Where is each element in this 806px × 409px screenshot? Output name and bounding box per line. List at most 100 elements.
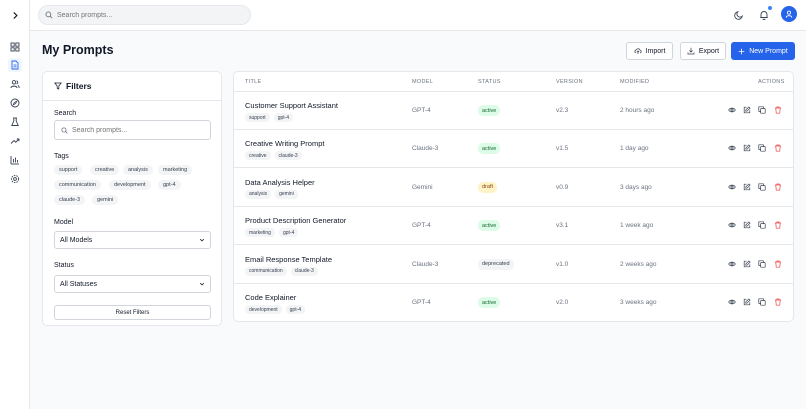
tag-chip-creative[interactable]: creative	[90, 165, 120, 175]
table-row[interactable]: Customer Support Assistant support gpt-4 …	[234, 92, 793, 130]
view-icon[interactable]	[727, 297, 737, 307]
row-modified: 1 week ago	[620, 222, 654, 230]
delete-icon[interactable]	[773, 297, 783, 307]
row-title[interactable]: Product Description Generator	[245, 216, 347, 226]
status-badge: active	[478, 297, 501, 308]
edit-icon[interactable]	[742, 297, 752, 307]
delete-icon[interactable]	[773, 143, 783, 153]
row-title[interactable]: Customer Support Assistant	[245, 101, 338, 110]
tag-chip-gpt-4[interactable]: gpt-4	[158, 180, 181, 190]
row-tag: analysis	[245, 189, 272, 199]
row-tags: development gpt-4	[245, 305, 306, 314]
column-header-version: VERSION	[556, 79, 583, 85]
plus-icon	[738, 48, 745, 54]
user-icon	[785, 10, 793, 18]
delete-icon[interactable]	[773, 220, 783, 230]
users-icon[interactable]	[8, 77, 22, 91]
view-icon[interactable]	[727, 220, 737, 230]
row-tag: claude-3	[274, 151, 302, 161]
row-tag: support	[245, 113, 270, 122]
row-version: v2.3	[556, 107, 569, 114]
row-title[interactable]: Email Response Template	[245, 254, 332, 264]
new-prompt-label: New Prompt	[749, 47, 788, 55]
row-model: Claude-3	[412, 145, 439, 153]
filters-header: Filters	[43, 72, 221, 101]
export-button[interactable]: Export	[680, 42, 726, 60]
edit-icon[interactable]	[742, 105, 752, 115]
row-title[interactable]: Code Explainer	[245, 293, 297, 302]
filter-search-field[interactable]	[54, 120, 211, 140]
status-select-value: All Statuses	[60, 280, 97, 288]
view-icon[interactable]	[727, 259, 737, 269]
new-prompt-button[interactable]: New Prompt	[731, 42, 795, 60]
compass-icon[interactable]	[8, 96, 22, 110]
trending-icon[interactable]	[8, 134, 22, 148]
global-search-input[interactable]	[57, 11, 237, 19]
table-row[interactable]: Product Description Generator marketing g…	[234, 207, 793, 246]
avatar[interactable]	[781, 6, 797, 22]
delete-icon[interactable]	[773, 182, 783, 192]
dashboard-icon[interactable]	[8, 40, 22, 54]
view-icon[interactable]	[727, 143, 737, 153]
table-row[interactable]: Creative Writing Prompt creative claude-3…	[234, 130, 793, 169]
copy-icon[interactable]	[757, 143, 767, 153]
filter-search-input[interactable]	[72, 126, 202, 134]
cloud-upload-icon	[634, 48, 642, 55]
sidebar-toggle-chevron-icon[interactable]	[8, 8, 22, 22]
row-tag: gemini	[275, 189, 298, 199]
copy-icon[interactable]	[757, 297, 767, 307]
search-icon	[61, 126, 68, 134]
tag-chip-analysis[interactable]: analysis	[123, 165, 153, 175]
page-title: My Prompts	[42, 43, 114, 57]
moon-icon[interactable]	[732, 8, 746, 22]
import-button[interactable]: Import	[626, 42, 673, 60]
column-header-status: STATUS	[478, 79, 501, 85]
global-search[interactable]	[38, 5, 251, 25]
row-modified: 3 days ago	[620, 183, 652, 191]
copy-icon[interactable]	[757, 182, 767, 192]
copy-icon[interactable]	[757, 220, 767, 230]
row-version: v1.5	[556, 145, 569, 153]
import-label: Import	[645, 47, 666, 55]
view-icon[interactable]	[727, 105, 737, 115]
edit-icon[interactable]	[742, 259, 752, 269]
search-label: Search	[54, 110, 77, 117]
bell-icon[interactable]	[757, 8, 771, 22]
status-badge: draft	[478, 181, 498, 193]
edit-icon[interactable]	[742, 143, 752, 153]
model-select[interactable]: All Models	[54, 231, 211, 249]
tag-chip-gemini[interactable]: gemini	[92, 195, 119, 205]
tag-chip-marketing[interactable]: marketing	[158, 165, 193, 175]
flask-icon[interactable]	[8, 115, 22, 129]
row-tag: gpt-4	[278, 228, 299, 238]
tag-chip-claude-3[interactable]: claude-3	[54, 195, 86, 205]
status-select[interactable]: All Statuses	[54, 275, 211, 293]
row-title[interactable]: Data Analysis Helper	[245, 177, 315, 187]
filters-panel: Filters Search Tags support creative ana…	[42, 71, 222, 326]
settings-icon[interactable]	[8, 172, 22, 186]
delete-icon[interactable]	[773, 105, 783, 115]
tag-chip-development[interactable]: development	[109, 180, 151, 190]
row-modified: 2 weeks ago	[620, 260, 657, 268]
reset-filters-button[interactable]: Reset Filters	[54, 305, 211, 320]
row-model: Gemini	[412, 183, 433, 191]
copy-icon[interactable]	[757, 259, 767, 269]
export-label: Export	[698, 47, 720, 55]
table-row[interactable]: Email Response Template communication cla…	[234, 246, 793, 284]
view-icon[interactable]	[727, 182, 737, 192]
tag-chip-communication[interactable]: communication	[54, 180, 101, 190]
row-title[interactable]: Creative Writing Prompt	[245, 139, 325, 149]
copy-icon[interactable]	[757, 105, 767, 115]
table-row[interactable]: Code Explainer development gpt-4 GPT-4 ac…	[234, 284, 793, 321]
document-icon[interactable]	[8, 58, 22, 72]
row-tag: marketing	[245, 228, 275, 238]
table-row[interactable]: Data Analysis Helper analysis gemini Gemi…	[234, 169, 793, 207]
status-badge: active	[478, 105, 501, 116]
row-model: GPT-4	[412, 222, 431, 230]
edit-icon[interactable]	[742, 220, 752, 230]
row-modified: 3 weeks ago	[620, 299, 657, 306]
edit-icon[interactable]	[742, 182, 752, 192]
bar-chart-icon[interactable]	[8, 153, 22, 167]
tag-chip-support[interactable]: support	[54, 165, 83, 175]
delete-icon[interactable]	[773, 259, 783, 269]
